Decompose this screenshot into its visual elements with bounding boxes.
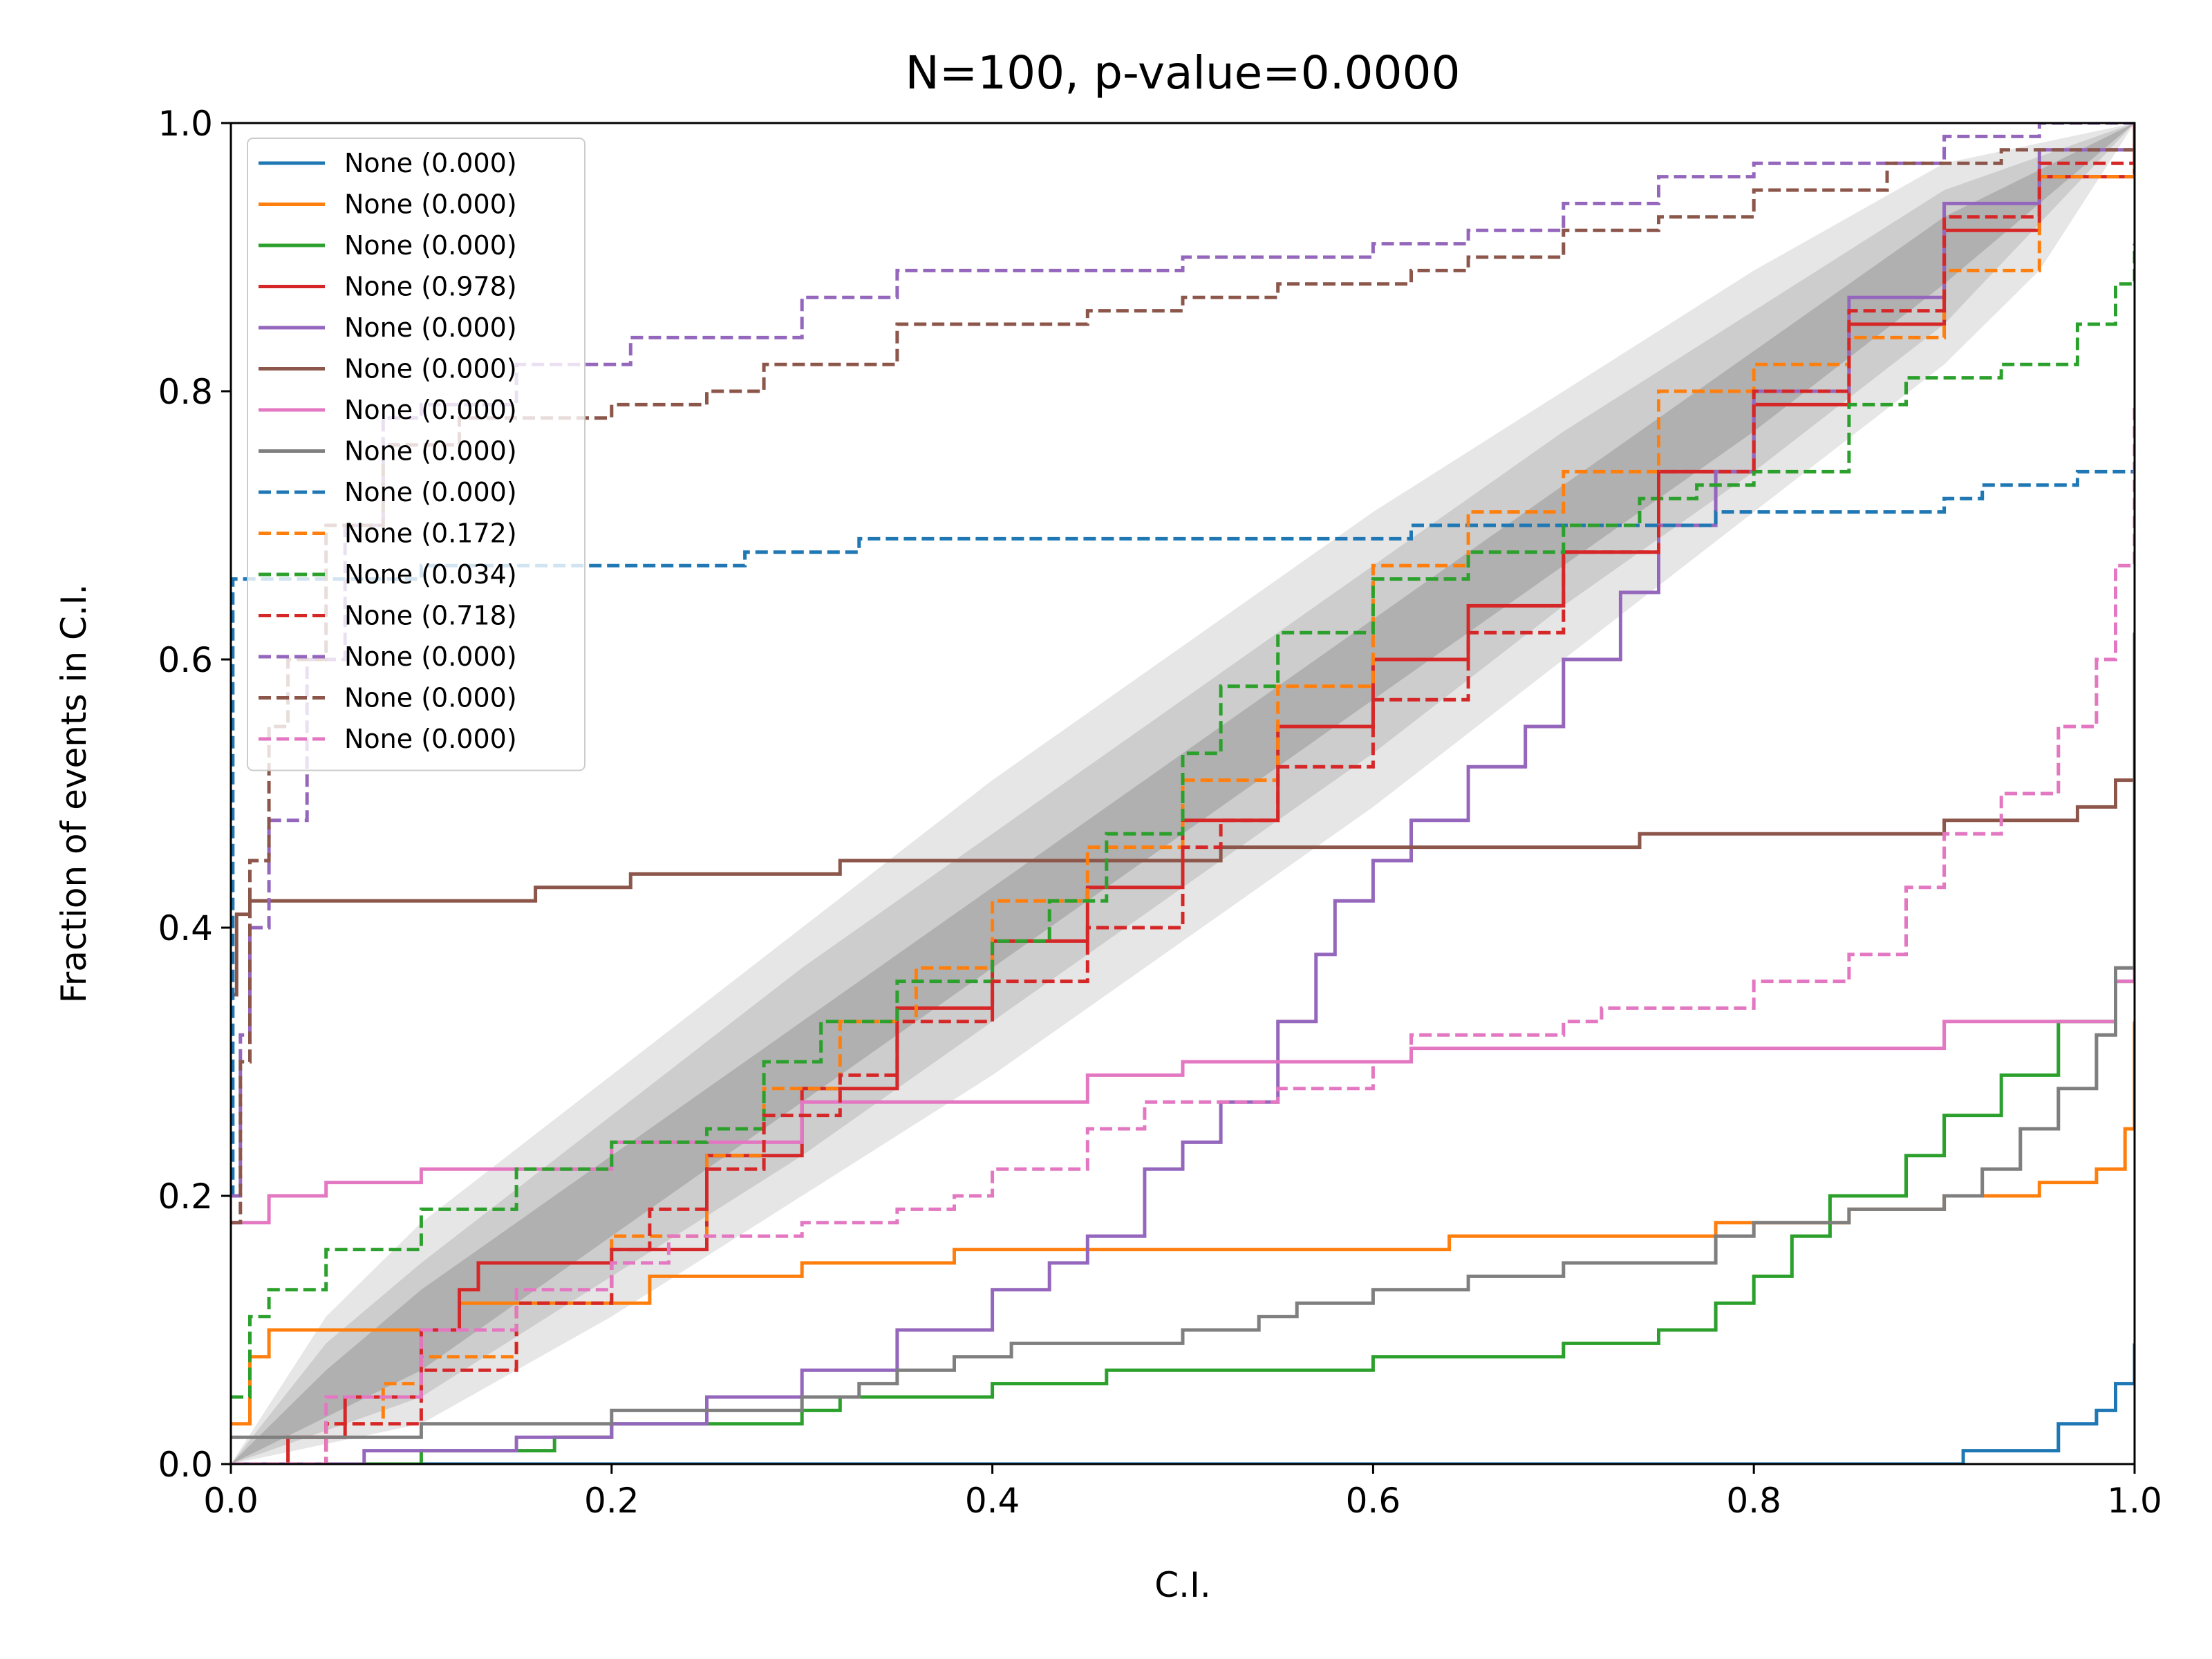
- series-line-3: [231, 659, 2135, 1464]
- legend-box: [247, 138, 585, 771]
- series-line-10: [231, 123, 2135, 1464]
- legend-entry-label: None (0.000): [344, 641, 517, 672]
- plot-frame: [229, 122, 2136, 1465]
- legend-entry-label: None (0.978): [344, 272, 517, 302]
- legend-entry-label: None (0.000): [344, 724, 517, 754]
- x-axis-label: C.I.: [1154, 1565, 1210, 1605]
- legend-entry-label: None (0.000): [344, 477, 517, 507]
- y-axis-label: Fraction of events in C.I.: [54, 584, 94, 1004]
- series-lines: [231, 123, 2135, 1464]
- x-tick-label: 1.0: [2107, 1481, 2162, 1521]
- series-line-4: [231, 136, 2135, 1464]
- legend-entry-label: None (0.000): [344, 436, 517, 467]
- y-axis-ticks: 0.0 0.2 0.4 0.6 0.8 1.0: [158, 104, 231, 1485]
- x-tick-label: 0.6: [1346, 1481, 1401, 1521]
- series-line-8: [231, 632, 2135, 1439]
- legend-entry-label: None (0.000): [344, 395, 517, 425]
- chart-title: N=100, p-value=0.0000: [905, 46, 1460, 100]
- legend-entry-label: None (0.000): [344, 683, 517, 713]
- y-tick-label: 0.2: [158, 1177, 213, 1217]
- legend-entry-label: None (0.000): [344, 189, 517, 220]
- x-tick-label: 0.2: [584, 1481, 639, 1521]
- legend-entry-label: None (0.034): [344, 559, 517, 590]
- series-line-9: [231, 458, 2135, 1198]
- series-line-1: [231, 1343, 2135, 1464]
- x-tick-label: 0.4: [965, 1481, 1020, 1521]
- y-tick-label: 0.8: [158, 372, 213, 412]
- legend-entry-label: None (0.172): [344, 518, 517, 549]
- series-line-13: [231, 123, 2135, 1198]
- y-tick-label: 1.0: [158, 104, 213, 144]
- legend: None (0.000) None (0.000) None (0.000) None…: [247, 138, 585, 771]
- legend-entry-label: None (0.000): [344, 354, 517, 384]
- series-line-7: [231, 954, 2135, 1225]
- x-tick-label: 0.0: [203, 1481, 259, 1521]
- legend-entry-label: None (0.718): [344, 601, 517, 631]
- y-tick-label: 0.4: [158, 908, 213, 948]
- x-tick-label: 0.8: [1726, 1481, 1781, 1521]
- legend-entry-label: None (0.000): [344, 148, 517, 178]
- y-tick-label: 0.6: [158, 640, 213, 680]
- legend-entry-label: None (0.000): [344, 312, 517, 343]
- series-line-15: [231, 404, 2135, 1464]
- x-axis-ticks: 0.0 0.2 0.4 0.6 0.8 1.0: [203, 1464, 2162, 1521]
- y-tick-label: 0.0: [158, 1445, 213, 1485]
- series-line-11: [231, 243, 2135, 1399]
- legend-entry-label: None (0.000): [344, 230, 517, 261]
